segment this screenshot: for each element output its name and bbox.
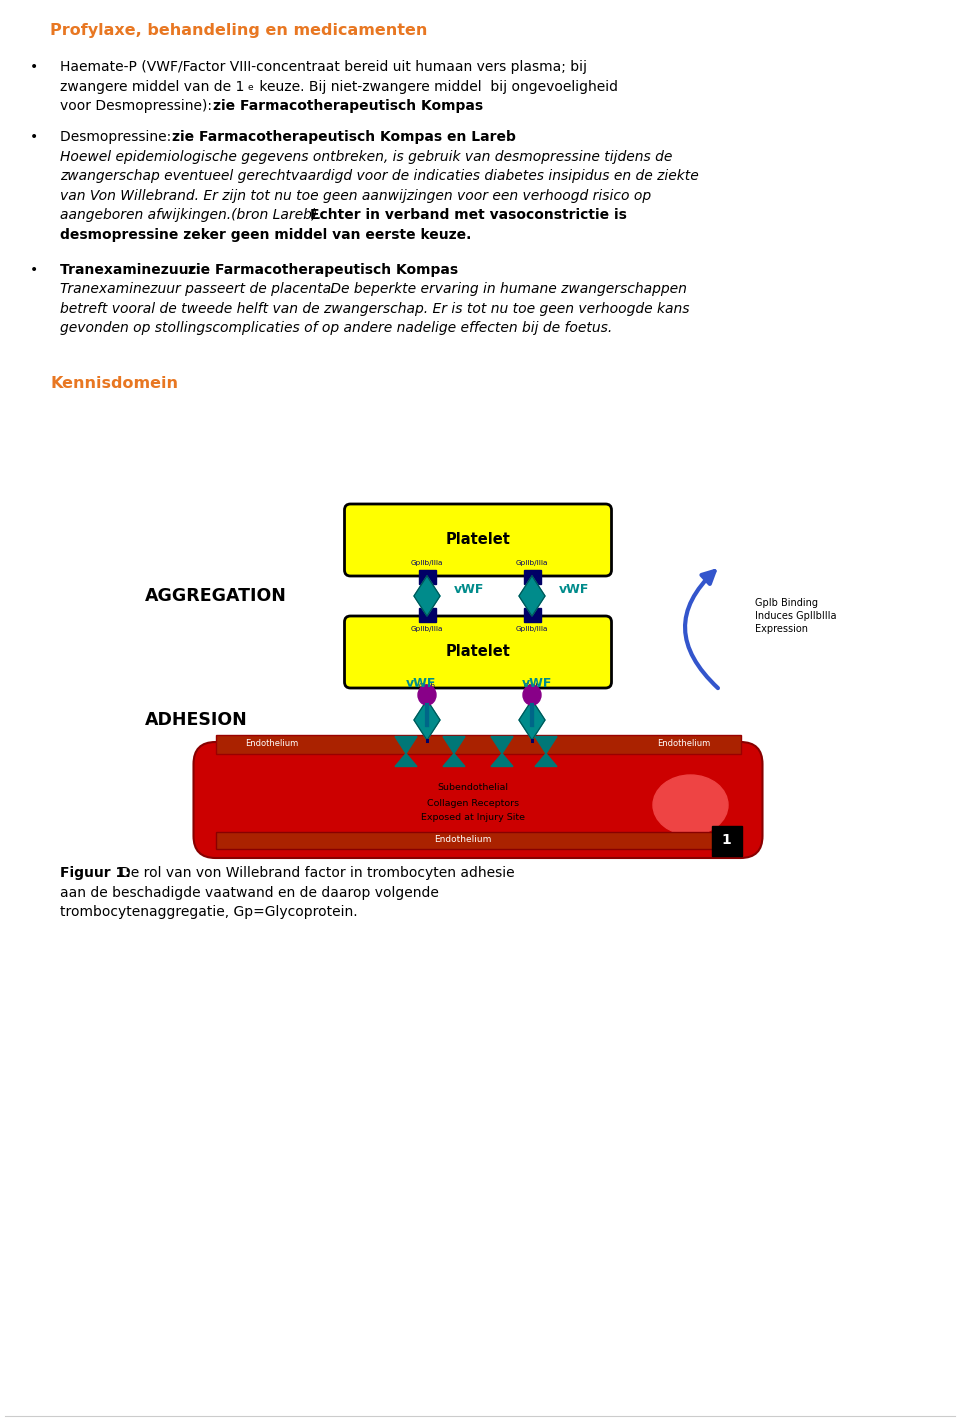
Text: Platelet: Platelet — [445, 644, 511, 660]
Text: zie Farmacotherapeutisch Kompas en Lareb: zie Farmacotherapeutisch Kompas en Lareb — [172, 130, 516, 144]
Text: Figuur 1:: Figuur 1: — [60, 865, 135, 880]
Polygon shape — [535, 737, 557, 754]
Polygon shape — [414, 575, 440, 615]
Text: aan de beschadigde vaatwand en de daarop volgende: aan de beschadigde vaatwand en de daarop… — [60, 885, 439, 900]
Text: •: • — [30, 130, 38, 144]
Text: desmopressine zeker geen middel van eerste keuze.: desmopressine zeker geen middel van eers… — [60, 227, 471, 241]
Polygon shape — [395, 737, 417, 754]
Text: ADHESION: ADHESION — [145, 711, 248, 730]
Text: Kennisdomein: Kennisdomein — [50, 376, 178, 391]
FancyBboxPatch shape — [523, 570, 540, 584]
Text: betreft vooral de tweede helft van de zwangerschap. Er is tot nu toe geen verhoo: betreft vooral de tweede helft van de zw… — [60, 301, 689, 316]
Text: •: • — [30, 60, 38, 74]
FancyBboxPatch shape — [345, 504, 612, 575]
FancyBboxPatch shape — [215, 734, 740, 754]
Text: GpIIb/IIIa: GpIIb/IIIa — [411, 625, 444, 633]
Text: De rol van von Willebrand factor in trombocyten adhesie: De rol van von Willebrand factor in trom… — [121, 865, 516, 880]
Text: vWF: vWF — [406, 677, 436, 690]
Text: Hoewel epidemiologische gegevens ontbreken, is gebruik van desmopressine tijdens: Hoewel epidemiologische gegevens ontbrek… — [60, 150, 672, 164]
Text: AGGREGATION: AGGREGATION — [145, 587, 287, 605]
FancyBboxPatch shape — [711, 825, 741, 855]
Polygon shape — [519, 575, 545, 615]
Text: voor Desmopressine):: voor Desmopressine): — [60, 99, 216, 113]
Text: GpIIb/IIIa: GpIIb/IIIa — [516, 560, 548, 565]
Text: gevonden op stollingscomplicaties of op andere nadelige effecten bij de foetus.: gevonden op stollingscomplicaties of op … — [60, 321, 612, 336]
Text: Subendothelial: Subendothelial — [438, 784, 509, 793]
FancyBboxPatch shape — [345, 615, 612, 688]
Text: vWF: vWF — [559, 584, 589, 597]
Text: Collagen Receptors: Collagen Receptors — [427, 798, 519, 807]
Text: Tranexaminezuur passeert de placenta.: Tranexaminezuur passeert de placenta. — [60, 283, 335, 296]
Polygon shape — [414, 700, 440, 740]
Text: 1: 1 — [722, 833, 732, 847]
Text: GpIb: GpIb — [523, 683, 540, 688]
Text: Tranexaminezuur:: Tranexaminezuur: — [60, 263, 205, 277]
Text: vWF: vWF — [522, 677, 552, 690]
Ellipse shape — [653, 775, 728, 835]
Text: e: e — [248, 83, 253, 93]
Text: Echter in verband met vasoconstrictie is: Echter in verband met vasoconstrictie is — [309, 208, 626, 223]
Text: •: • — [30, 263, 38, 277]
Polygon shape — [443, 737, 465, 754]
Text: Profylaxe, behandeling en medicamenten: Profylaxe, behandeling en medicamenten — [50, 23, 427, 39]
Text: De beperkte ervaring in humane zwangerschappen: De beperkte ervaring in humane zwangersc… — [325, 283, 686, 296]
Polygon shape — [535, 754, 557, 767]
Text: van Von Willebrand. Er zijn tot nu toe geen aanwijzingen voor een verhoogd risic: van Von Willebrand. Er zijn tot nu toe g… — [60, 188, 651, 203]
Text: aangeboren afwijkingen.(bron Lareb).: aangeboren afwijkingen.(bron Lareb). — [60, 208, 326, 223]
Text: GpIIb/IIIa: GpIIb/IIIa — [411, 560, 444, 565]
Text: GpIIb/IIIa: GpIIb/IIIa — [516, 625, 548, 633]
FancyBboxPatch shape — [523, 608, 540, 623]
Text: GpIb: GpIb — [419, 683, 436, 688]
Text: Endothelium: Endothelium — [246, 740, 299, 748]
Polygon shape — [491, 754, 513, 767]
Polygon shape — [491, 737, 513, 754]
Text: keuze. Bij niet-zwangere middel  bij ongevoeligheid: keuze. Bij niet-zwangere middel bij onge… — [255, 80, 618, 93]
FancyBboxPatch shape — [419, 570, 436, 584]
Text: zwangerschap eventueel gerechtvaardigd voor de indicaties diabetes insipidus en : zwangerschap eventueel gerechtvaardigd v… — [60, 169, 699, 183]
Text: zie Farmacotherapeutisch Kompas: zie Farmacotherapeutisch Kompas — [188, 263, 458, 277]
FancyBboxPatch shape — [215, 831, 740, 848]
Text: Haemate-P (VWF/Factor VIII-concentraat bereid uit humaan vers plasma; bij: Haemate-P (VWF/Factor VIII-concentraat b… — [60, 60, 587, 74]
Text: Exposed at Injury Site: Exposed at Injury Site — [421, 814, 525, 823]
FancyBboxPatch shape — [194, 743, 762, 858]
Ellipse shape — [523, 685, 541, 705]
Polygon shape — [443, 754, 465, 767]
Text: zwangere middel van de 1: zwangere middel van de 1 — [60, 80, 245, 93]
FancyBboxPatch shape — [419, 608, 436, 623]
Polygon shape — [519, 700, 545, 740]
Polygon shape — [395, 754, 417, 767]
Text: Platelet: Platelet — [445, 533, 511, 547]
Text: Endothelium: Endothelium — [658, 740, 710, 748]
Text: Desmopressine:: Desmopressine: — [60, 130, 176, 144]
Text: zie Farmacotherapeutisch Kompas: zie Farmacotherapeutisch Kompas — [213, 99, 484, 113]
Text: GpIb Binding
Induces GpIIbIIIa
Expression: GpIb Binding Induces GpIIbIIIa Expressio… — [755, 598, 836, 634]
Text: Endothelium: Endothelium — [434, 835, 492, 844]
Ellipse shape — [418, 685, 436, 705]
Text: vWF: vWF — [454, 584, 485, 597]
Text: trombocytenaggregatie, Gp=Glycoprotein.: trombocytenaggregatie, Gp=Glycoprotein. — [60, 905, 358, 920]
